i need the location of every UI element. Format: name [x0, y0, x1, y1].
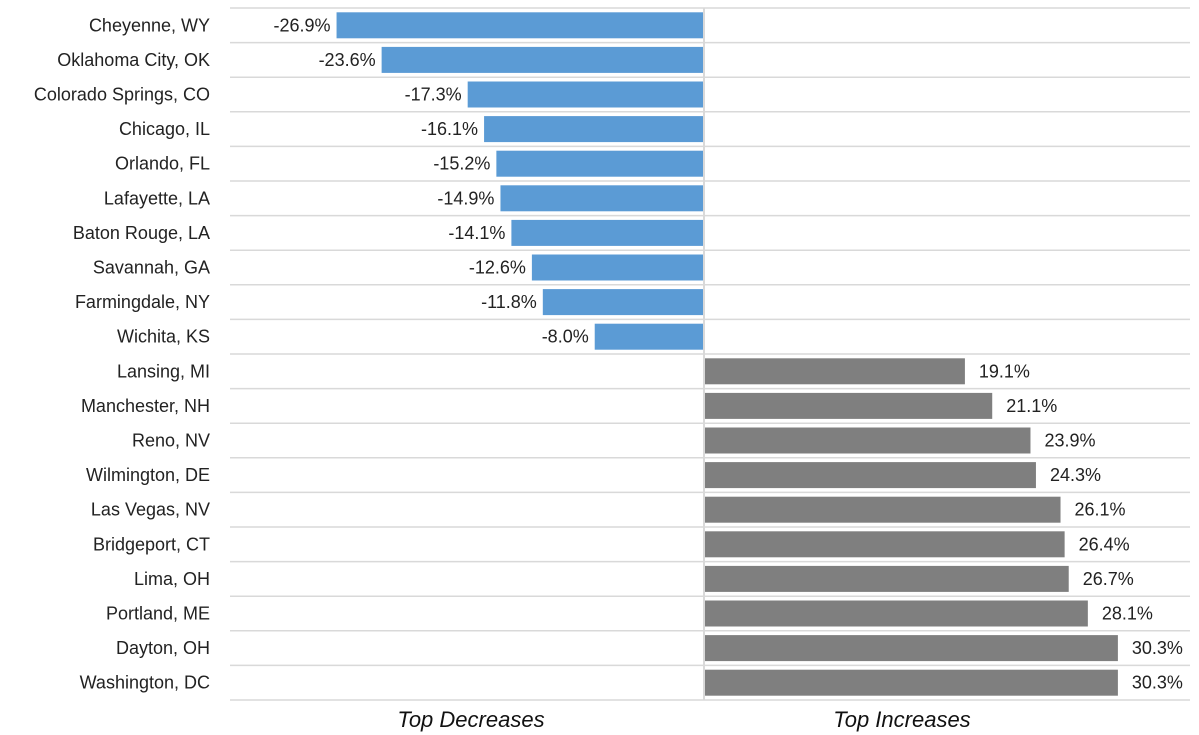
category-label: Cheyenne, WY [89, 15, 210, 35]
bar-increase [704, 358, 965, 385]
category-label: Wilmington, DE [86, 465, 210, 485]
data-labels: -26.9% -23.6% -17.3% -16.1% -15.2% -14.9% -14.… [273, 15, 1182, 692]
category-label: Bridgeport, CT [93, 534, 210, 554]
data-label: -15.2% [433, 154, 490, 174]
section-label-increases: Top Increases [833, 707, 970, 732]
data-label: 26.1% [1075, 500, 1126, 520]
category-label: Washington, DC [80, 673, 210, 693]
bar-decrease [467, 81, 704, 108]
data-label: -16.1% [421, 119, 478, 139]
bar-decrease [381, 46, 704, 73]
bar-increase [704, 462, 1036, 489]
data-label: -14.1% [448, 223, 505, 243]
category-label: Oklahoma City, OK [57, 50, 210, 70]
category-label: Savannah, GA [93, 258, 210, 278]
bar-increase [704, 635, 1118, 662]
bar-increase [704, 496, 1061, 523]
category-label: Lafayette, LA [104, 188, 210, 208]
category-label: Chicago, IL [119, 119, 210, 139]
data-label: 30.3% [1132, 673, 1183, 693]
bar-increase [704, 392, 993, 419]
data-label: 24.3% [1050, 465, 1101, 485]
bar-decrease [594, 323, 704, 350]
category-label: Dayton, OH [116, 638, 210, 658]
data-label: 26.7% [1083, 569, 1134, 589]
data-label: -17.3% [405, 85, 462, 105]
category-label: Reno, NV [132, 431, 210, 451]
category-label: Lansing, MI [117, 361, 210, 381]
data-label: 28.1% [1102, 604, 1153, 624]
bar-decrease [542, 289, 704, 316]
bar-decrease [336, 12, 704, 39]
data-label: -26.9% [273, 15, 330, 35]
bars [336, 12, 1118, 696]
data-label: 21.1% [1006, 396, 1057, 416]
grid-layer [230, 7, 1190, 701]
bar-decrease [484, 116, 704, 143]
data-label: -23.6% [319, 50, 376, 70]
category-label: Lima, OH [134, 569, 210, 589]
data-label: 26.4% [1079, 534, 1130, 554]
category-label: Manchester, NH [81, 396, 210, 416]
bar-increase [704, 427, 1031, 454]
bar-increase [704, 600, 1088, 627]
category-labels: Cheyenne, WY Oklahoma City, OK Colorado Sp… [34, 15, 210, 692]
data-label: 30.3% [1132, 638, 1183, 658]
data-label: -8.0% [542, 327, 589, 347]
category-label: Wichita, KS [117, 327, 210, 347]
section-label-decreases: Top Decreases [397, 707, 544, 732]
bar-decrease [500, 185, 704, 212]
bar-decrease [496, 150, 704, 177]
data-label: -12.6% [469, 258, 526, 278]
data-label: -11.8% [481, 292, 537, 312]
bar-increase [704, 565, 1069, 592]
category-label: Las Vegas, NV [91, 500, 210, 520]
category-label: Farmingdale, NY [75, 292, 210, 312]
bar-decrease [511, 219, 704, 246]
category-label: Baton Rouge, LA [73, 223, 210, 243]
data-label: -14.9% [437, 188, 494, 208]
bar-increase [704, 669, 1118, 696]
bar-increase [704, 531, 1065, 558]
category-label: Colorado Springs, CO [34, 85, 210, 105]
data-label: 19.1% [979, 361, 1030, 381]
category-label: Portland, ME [106, 604, 210, 624]
bar-decrease [531, 254, 704, 281]
data-label: 23.9% [1044, 431, 1095, 451]
category-label: Orlando, FL [115, 154, 210, 174]
